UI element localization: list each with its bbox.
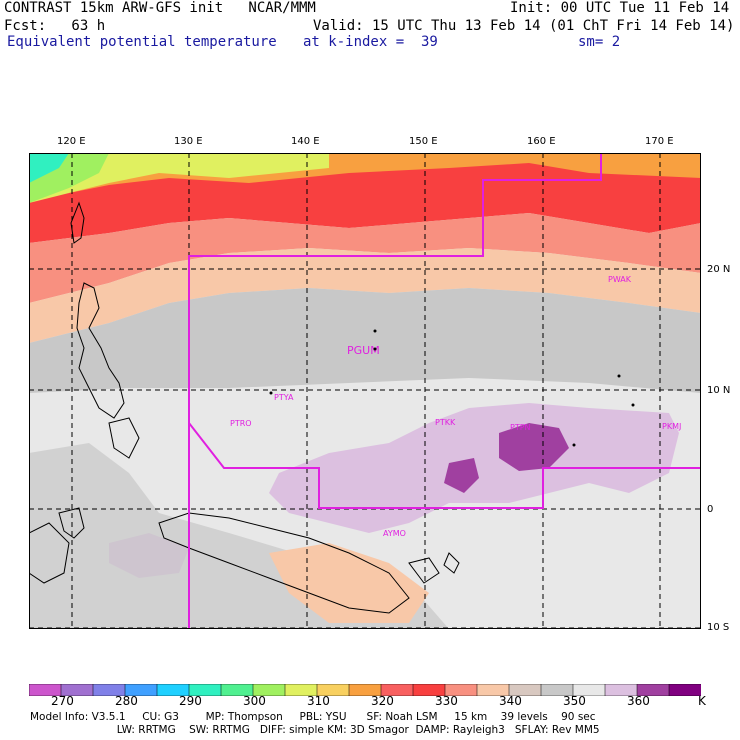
lon-label-120: 120 E [57, 136, 86, 147]
station-label-ptpn: PTPN [510, 423, 531, 432]
coastlines [29, 201, 460, 614]
field-name: Equivalent potential temperature [7, 34, 277, 50]
colorbar-svg [28, 683, 702, 697]
domain-boundary-north [188, 153, 602, 423]
new-britain-coast [408, 557, 440, 584]
colorbar-tick-label: 320 [371, 694, 394, 708]
station-label-pkmj: PKMJ [662, 422, 681, 431]
field-band-310 [29, 153, 329, 208]
field-core-370b [444, 458, 479, 493]
station-markers [269, 329, 635, 447]
new-guinea-coast [158, 512, 410, 614]
station-dot [269, 391, 273, 395]
level-text: at k-index = 39 [303, 34, 438, 50]
taiwan-coast [70, 201, 85, 244]
colorbar-tick-label: 350 [563, 694, 586, 708]
lon-label-160: 160 E [527, 136, 556, 147]
smooth-text: sm= 2 [578, 34, 621, 50]
lat-label-20n: 20 N [707, 264, 731, 275]
station-dot [617, 374, 621, 378]
colorbar-tick-label: 330 [435, 694, 458, 708]
map-panel: PGUM PTYA PTRO PTKK PTPN PKMJ PWAK AYMO [29, 153, 701, 629]
colorbar-tick-label: 280 [115, 694, 138, 708]
lat-label-10n: 10 N [707, 385, 731, 396]
map-frame [29, 153, 701, 629]
station-label-pgum: PGUM [347, 344, 380, 357]
bougainville-coast [443, 552, 460, 574]
lat-label-10s: 10 S [707, 622, 730, 633]
field-band-355 [29, 288, 701, 393]
colorbar-tick-label: 300 [243, 694, 266, 708]
station-label-aymo: AYMO [383, 529, 406, 538]
colorbar-unit: K [698, 694, 706, 708]
field-band-330 [29, 163, 701, 243]
forecast-hour: Fcst: 63 h [4, 18, 106, 34]
station-label-ptya: PTYA [274, 393, 294, 402]
lat-label-eq: 0 [707, 504, 714, 515]
station-label-pwak: PWAK [608, 275, 632, 284]
luzon-coast [76, 282, 125, 419]
station-dot [373, 329, 377, 333]
domain-boundary-south [188, 420, 701, 629]
colorbar-swatch [668, 683, 702, 697]
colorbar [28, 681, 702, 697]
colorbar-tick-label: 270 [51, 694, 74, 708]
valid-time: Valid: 15 UTC Thu 13 Feb 14 (01 ChT Fri … [313, 18, 735, 34]
field-band-290 [29, 153, 69, 183]
station-dot [631, 403, 635, 407]
station-dot [373, 347, 377, 351]
field-core-370 [499, 423, 569, 471]
station-dot [572, 443, 576, 447]
colorbar-tick-label: 340 [499, 694, 522, 708]
mindanao-coast [108, 417, 140, 459]
lon-label-170: 170 E [645, 136, 674, 147]
field-band-345 [29, 248, 701, 343]
sulawesi-coast [58, 507, 85, 539]
colorbar-tick-label: 290 [179, 694, 202, 708]
station-label-ptro: PTRO [230, 419, 252, 428]
theta-e-field-map: PGUM PTYA PTRO PTKK PTPN PKMJ PWAK AYMO [29, 153, 701, 629]
colorbar-tick-label: 360 [627, 694, 650, 708]
field-band-340 [29, 213, 701, 303]
lon-label-130: 130 E [174, 136, 203, 147]
init-time: Init: 00 UTC Tue 11 Feb 14 [510, 0, 730, 16]
station-label-ptkk: PTKK [435, 418, 456, 427]
colorbar-tick-label: 310 [307, 694, 330, 708]
lon-label-150: 150 E [409, 136, 438, 147]
model-info-line2: LW: RRTMG SW: RRTMG DIFF: simple KM: 3D … [30, 724, 600, 736]
header-title: CONTRAST 15km ARW-GFS init NCAR/MMM [4, 0, 316, 16]
borneo-coast [29, 522, 70, 584]
field-band-345-south [269, 543, 429, 623]
lon-label-140: 140 E [291, 136, 320, 147]
model-info-line1: Model Info: V3.5.1 CU: G3 MP: Thompson P… [30, 711, 596, 723]
